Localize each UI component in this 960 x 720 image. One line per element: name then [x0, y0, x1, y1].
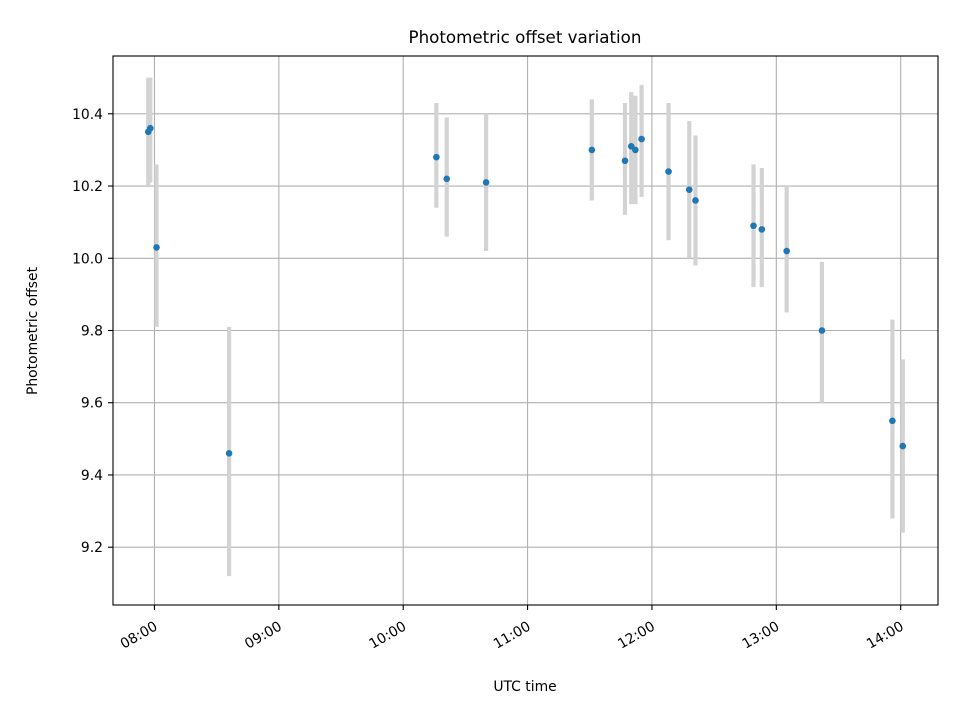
data-point: [621, 157, 629, 165]
data-point: [433, 153, 440, 161]
y-axis-label: Photometric offset: [25, 266, 41, 395]
data-point: [632, 146, 639, 154]
data-point: [750, 222, 757, 230]
y-tick-label: 9.4: [81, 468, 103, 484]
y-tick-label: 9.6: [81, 396, 103, 412]
data-point: [665, 168, 672, 175]
y-axis-ticks: 9.2 9.4 9.6 9.8 10.0 10.2 10.4: [72, 107, 113, 556]
data-point: [482, 179, 490, 186]
y-tick-label: 9.2: [81, 540, 103, 556]
data-point: [443, 175, 451, 183]
y-tick-label: 10.4: [72, 107, 103, 123]
data-point: [758, 226, 766, 233]
data-point: [153, 244, 160, 251]
y-tick-label: 9.8: [81, 324, 103, 340]
data-point: [818, 327, 826, 334]
data-markers: [144, 124, 907, 457]
data-point: [225, 450, 233, 457]
data-point: [692, 197, 699, 204]
chart-title: Photometric offset variation: [409, 27, 642, 47]
x-axis-label: UTC time: [493, 679, 556, 695]
data-point: [588, 146, 596, 154]
data-point: [685, 186, 693, 193]
y-tick-label: 10.2: [72, 179, 103, 195]
data-point: [899, 442, 907, 450]
data-point: [783, 247, 790, 255]
data-point: [147, 124, 154, 132]
y-tick-label: 10.0: [72, 251, 103, 267]
data-point: [889, 417, 896, 425]
data-point: [638, 135, 645, 143]
